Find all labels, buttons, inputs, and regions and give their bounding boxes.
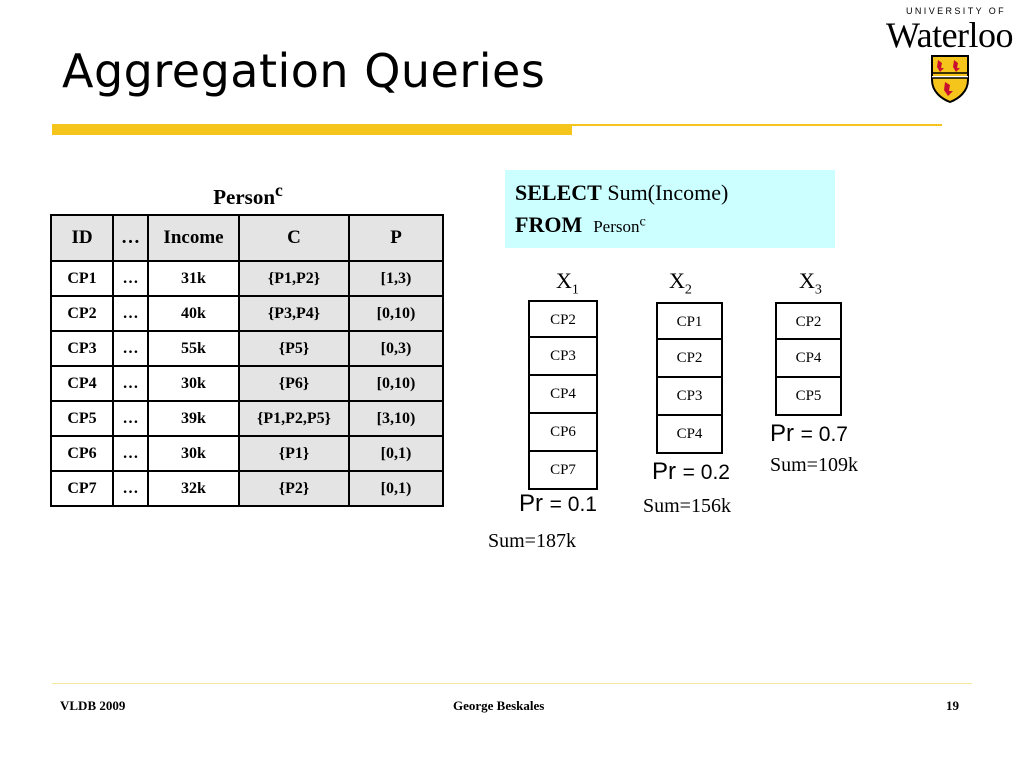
cell-income: 40k	[147, 295, 240, 332]
cell-id: CP7	[50, 470, 114, 507]
cell-p: [1,3)	[348, 260, 444, 297]
from-table: Personc	[593, 213, 646, 236]
list-item: CP7	[528, 452, 598, 490]
cell-id: CP3	[50, 330, 114, 367]
world-x3-probability: Pr = 0.7	[770, 420, 848, 447]
list-item: CP4	[528, 376, 598, 414]
cell-ellipsis: …	[112, 435, 149, 472]
footer-divider	[52, 683, 972, 684]
cell-income: 30k	[147, 435, 240, 472]
cell-income: 55k	[147, 330, 240, 367]
cell-income: 32k	[147, 470, 240, 507]
cell-c: {P5}	[238, 330, 350, 367]
cell-c: {P6}	[238, 365, 350, 402]
table-caption: Personc	[213, 180, 283, 209]
list-item: CP5	[775, 378, 842, 416]
footer-venue: VLDB 2009	[60, 698, 126, 713]
cell-ellipsis: …	[112, 365, 149, 402]
crest-icon	[931, 55, 969, 104]
cell-income: 30k	[147, 365, 240, 402]
query-box: SELECT Sum(Income) FROM Personc	[505, 170, 835, 248]
table-row: CP1 … 31k {P1,P2} [1,3)	[50, 260, 444, 297]
cell-ellipsis: …	[112, 260, 149, 297]
select-expression: Sum(Income)	[607, 180, 729, 205]
table-row: CP5 … 39k {P1,P2,P5} [3,10)	[50, 400, 444, 437]
cell-id: CP2	[50, 295, 114, 332]
query-select-line: SELECT Sum(Income)	[515, 180, 728, 206]
header-c: C	[238, 214, 350, 262]
cell-id: CP6	[50, 435, 114, 472]
query-from-line: FROM Personc	[515, 212, 646, 238]
cell-income: 39k	[147, 400, 240, 437]
cell-id: CP4	[50, 365, 114, 402]
cell-id: CP1	[50, 260, 114, 297]
cell-p: [3,10)	[348, 400, 444, 437]
cell-c: {P3,P4}	[238, 295, 350, 332]
list-item: CP2	[656, 340, 723, 378]
table-header-row: ID … Income C P	[50, 214, 444, 262]
title-accent-line	[572, 124, 942, 126]
footer-author: George Beskales	[453, 698, 545, 713]
world-label-x3: X3	[799, 268, 822, 298]
world-x3-stack: CP2 CP4 CP5	[775, 302, 842, 416]
cell-p: [0,1)	[348, 435, 444, 472]
list-item: CP3	[528, 338, 598, 376]
list-item: CP4	[775, 340, 842, 378]
list-item: CP6	[528, 414, 598, 452]
header-id: ID	[50, 214, 114, 262]
cell-c: {P2}	[238, 470, 350, 507]
cell-ellipsis: …	[112, 470, 149, 507]
list-item: CP4	[656, 416, 723, 454]
world-x1-probability: Pr = 0.1	[519, 490, 597, 517]
list-item: CP3	[656, 378, 723, 416]
logo-waterloo: Waterloo	[886, 15, 1014, 55]
cell-p: [0,10)	[348, 295, 444, 332]
from-keyword: FROM	[515, 212, 583, 237]
world-x2-sum: Sum=156k	[643, 495, 731, 517]
slide-title: Aggregation Queries	[62, 44, 546, 98]
cell-ellipsis: …	[112, 295, 149, 332]
header-p: P	[348, 214, 444, 262]
world-label-x1: X1	[556, 268, 579, 298]
header-income: Income	[147, 214, 240, 262]
cell-ellipsis: …	[112, 330, 149, 367]
cell-p: [0,10)	[348, 365, 444, 402]
world-x3-sum: Sum=109k	[770, 454, 858, 476]
person-table: ID … Income C P CP1 … 31k {P1,P2} [1,3) …	[50, 214, 444, 507]
cell-c: {P1,P2}	[238, 260, 350, 297]
university-logo: UNIVERSITY OF Waterloo	[886, 4, 1020, 104]
list-item: CP1	[656, 302, 723, 340]
table-row: CP7 … 32k {P2} [0,1)	[50, 470, 444, 507]
cell-income: 31k	[147, 260, 240, 297]
table-row: CP2 … 40k {P3,P4} [0,10)	[50, 295, 444, 332]
world-x1-stack: CP2 CP3 CP4 CP6 CP7	[528, 300, 598, 490]
select-keyword: SELECT	[515, 180, 602, 205]
table-row: CP3 … 55k {P5} [0,3)	[50, 330, 444, 367]
footer-page-number: 19	[946, 698, 959, 713]
cell-p: [0,1)	[348, 470, 444, 507]
cell-id: CP5	[50, 400, 114, 437]
world-x2-probability: Pr = 0.2	[652, 458, 730, 485]
cell-ellipsis: …	[112, 400, 149, 437]
table-row: CP6 … 30k {P1} [0,1)	[50, 435, 444, 472]
table-row: CP4 … 30k {P6} [0,10)	[50, 365, 444, 402]
cell-c: {P1,P2,P5}	[238, 400, 350, 437]
world-x2-stack: CP1 CP2 CP3 CP4	[656, 302, 723, 454]
cell-p: [0,3)	[348, 330, 444, 367]
cell-c: {P1}	[238, 435, 350, 472]
world-label-x2: X2	[669, 268, 692, 298]
logo-university-of: UNIVERSITY OF	[906, 6, 1007, 16]
title-accent-bar	[52, 124, 572, 135]
world-x1-sum: Sum=187k	[488, 530, 576, 552]
header-ellipsis: …	[112, 214, 149, 262]
list-item: CP2	[528, 300, 598, 338]
list-item: CP2	[775, 302, 842, 340]
